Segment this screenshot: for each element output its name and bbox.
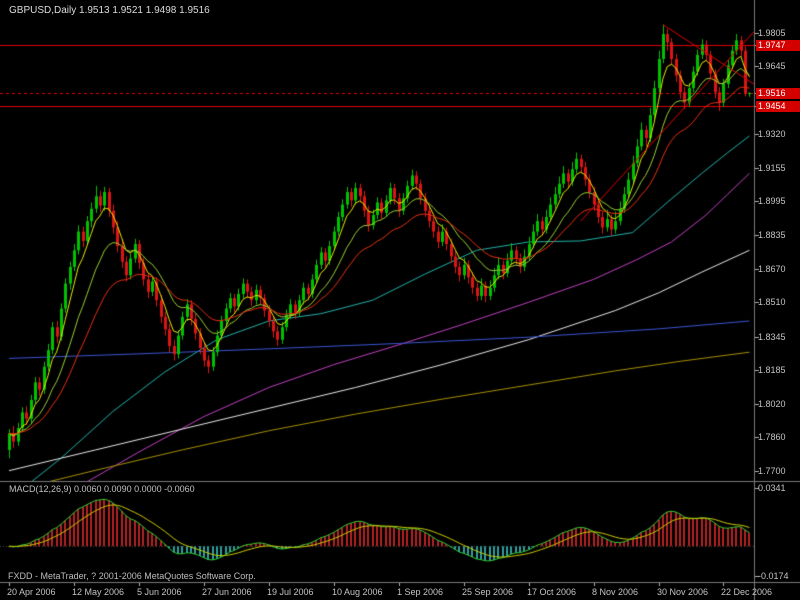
price-badge-current-price: 1.9516 (756, 88, 800, 99)
macd-indicator-label: MACD(12,26,9) 0.0060 0.0090 0.0000 -0.00… (9, 484, 195, 494)
symbol-ohlc-label: GBPUSD,Daily 1.9513 1.9521 1.9498 1.9516 (9, 5, 210, 16)
price-badge-support: 1.9454 (756, 101, 800, 112)
price-badge-resistance: 1.9747 (756, 40, 800, 51)
copyright-label: FXDD - MetaTrader, ? 2001-2006 MetaQuote… (8, 571, 256, 581)
